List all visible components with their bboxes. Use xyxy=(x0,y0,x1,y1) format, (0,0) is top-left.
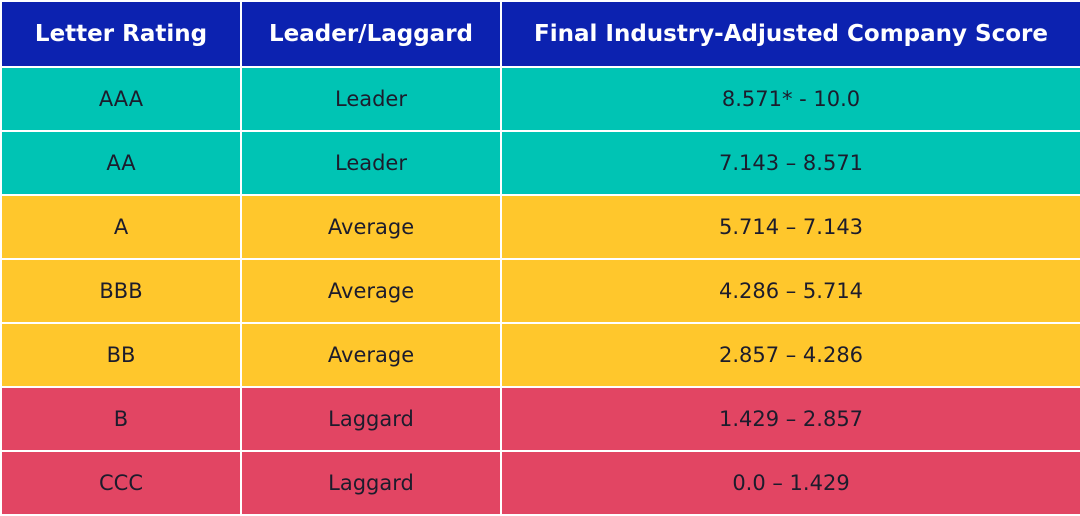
row: AA Leader 7.143 – 8.571 xyxy=(0,130,1080,196)
cell: Average xyxy=(240,322,502,388)
header-cell: Leader/Laggard xyxy=(240,0,502,68)
cell: Average xyxy=(240,194,502,260)
cell: 0.0 – 1.429 xyxy=(500,450,1080,516)
cell: 5.714 – 7.143 xyxy=(500,194,1080,260)
cell: Leader xyxy=(240,66,502,132)
cell: A xyxy=(0,194,242,260)
cell: Average xyxy=(240,258,502,324)
row: CCC Laggard 0.0 – 1.429 xyxy=(0,450,1080,516)
cell: Laggard xyxy=(240,450,502,516)
cell: 8.571* - 10.0 xyxy=(500,66,1080,132)
cell: AAA xyxy=(0,66,242,132)
cell: CCC xyxy=(0,450,242,516)
cell: Leader xyxy=(240,130,502,196)
cell: 1.429 – 2.857 xyxy=(500,386,1080,452)
header-cell: Final Industry-Adjusted Company Score xyxy=(500,0,1080,68)
row: AAA Leader 8.571* - 10.0 xyxy=(0,66,1080,132)
cell: BB xyxy=(0,322,242,388)
cell: 7.143 – 8.571 xyxy=(500,130,1080,196)
row: BB Average 2.857 – 4.286 xyxy=(0,322,1080,388)
cell: BBB xyxy=(0,258,242,324)
cell: 4.286 – 5.714 xyxy=(500,258,1080,324)
cell: 2.857 – 4.286 xyxy=(500,322,1080,388)
cell: AA xyxy=(0,130,242,196)
header-row: Letter Rating Leader/Laggard Final Indus… xyxy=(0,0,1080,68)
header-cell: Letter Rating xyxy=(0,0,242,68)
cell: Laggard xyxy=(240,386,502,452)
row: BBB Average 4.286 – 5.714 xyxy=(0,258,1080,324)
row: A Average 5.714 – 7.143 xyxy=(0,194,1080,260)
cell: B xyxy=(0,386,242,452)
row: B Laggard 1.429 – 2.857 xyxy=(0,386,1080,452)
